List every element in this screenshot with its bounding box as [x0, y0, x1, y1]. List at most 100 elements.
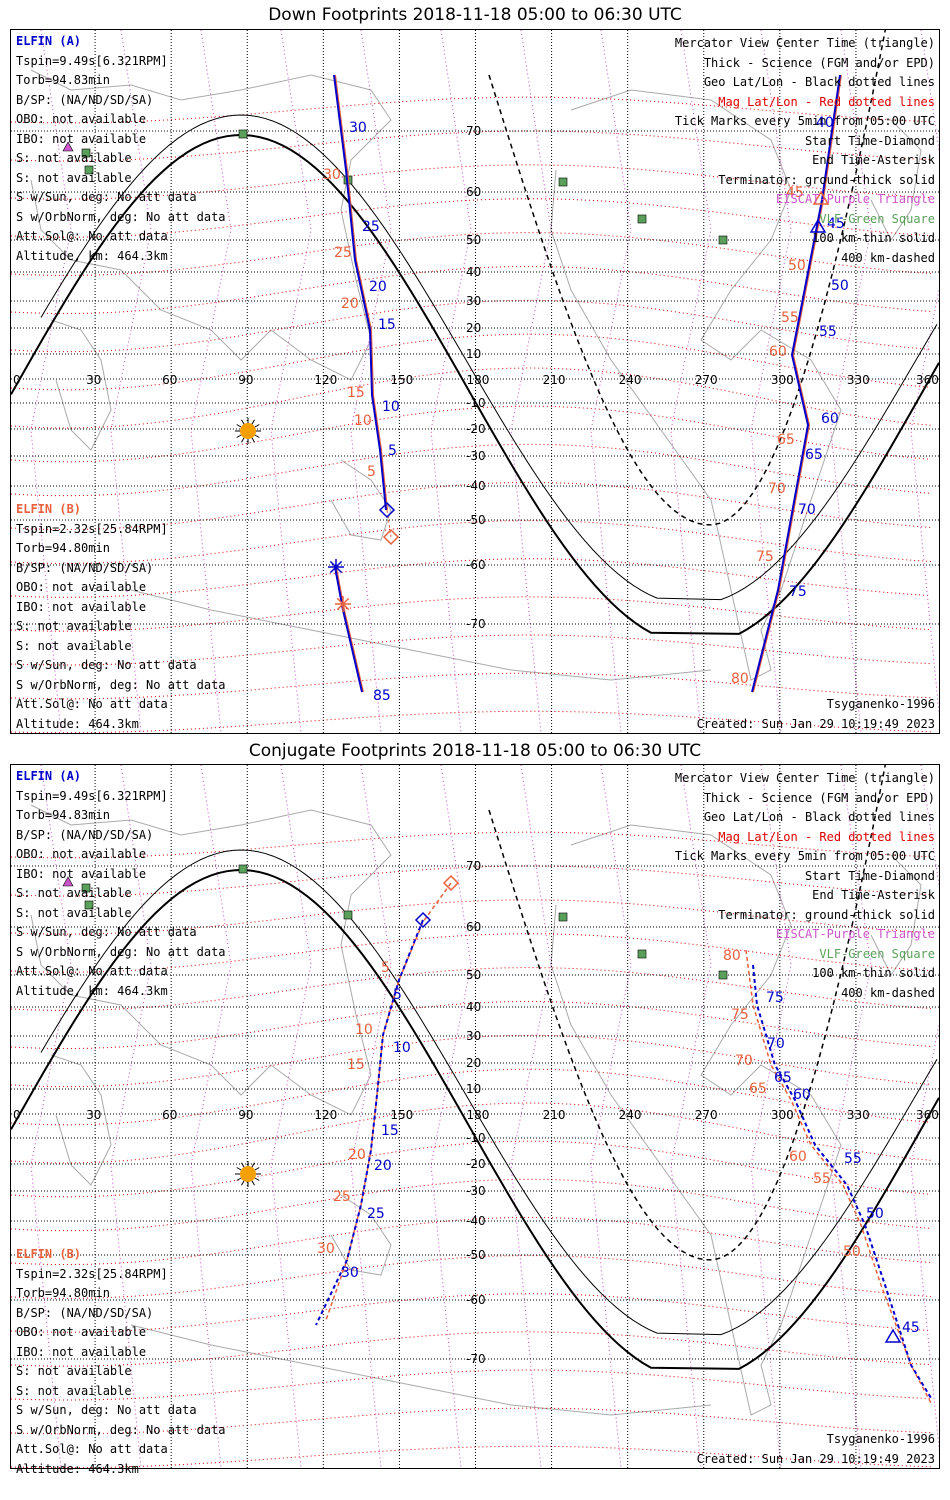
lon-tick-label: 0: [13, 1108, 21, 1122]
mag-lon-line: [830, 765, 872, 1468]
end-asterisk: [336, 597, 350, 611]
mag-lat-line: [11, 1102, 932, 1164]
info-line: S w/Sun, deg: No att data: [16, 925, 197, 939]
coastline: [330, 1194, 392, 1276]
mag-lat-line: [11, 634, 932, 666]
track-b-time-label: 15: [347, 385, 365, 401]
lat-tick-label: -70: [466, 1352, 486, 1366]
track-a-south: [334, 566, 363, 693]
lat-tick-label: 70: [466, 124, 481, 138]
vlf-station-square: [81, 148, 91, 158]
track-b-time-label: 60: [789, 1149, 807, 1165]
mag-lon-line: [190, 765, 232, 1468]
start-diamond-b: [382, 528, 400, 546]
elfin-a-info: ELFIN (A) Tspin=9.49s[6.321RPM] Torb=94.83…: [16, 32, 226, 266]
center-triangle-a: [809, 218, 827, 233]
track-a-time-label: 75: [789, 584, 807, 600]
lat-tick-label: -60: [466, 558, 486, 572]
vlf-station-square: [84, 165, 94, 175]
mag-lon-line: [510, 30, 552, 733]
lat-tick-label: -30: [466, 1184, 486, 1198]
lat-tick-label: 40: [466, 1000, 481, 1014]
mag-lon-line: [350, 765, 392, 1468]
legend-entry: Start Time-Diamond: [804, 133, 935, 148]
track-b-west: [325, 882, 452, 1321]
info-line: IBO: not available: [16, 131, 147, 146]
track-b-time-label: 75: [731, 1007, 749, 1023]
vlf-station-square: [637, 214, 647, 224]
model-name: Tsyganenko-1996: [826, 697, 935, 711]
legend-entry: Terminator: ground-thick solid: [718, 172, 935, 187]
track-b-time-label: 65: [777, 432, 795, 448]
lon-tick-label: 270: [695, 1108, 718, 1122]
spacecraft-name: ELFIN (B): [16, 502, 82, 516]
track-b-time-label: 60: [769, 344, 787, 360]
sun-ray: [236, 434, 243, 438]
map-panel-conjugate: 0 30 60 90 120 150 180 210 240 270 300 330 360 70 60 50…: [10, 764, 940, 1476]
lat-tick-label: 30: [466, 294, 481, 308]
mag-lon-line: [910, 30, 939, 718]
info-line: OBO: not available: [16, 112, 147, 126]
mag-lat-line: [11, 96, 932, 124]
legend-entry: Tick Marks every 5min from 05:00 UTC: [674, 849, 935, 863]
track-a-time-label: 30: [349, 120, 367, 136]
lon-tick-label: 120: [314, 1108, 337, 1122]
lat-tick-label: -30: [466, 449, 486, 463]
info-line: Altitude: 464.3km: [16, 716, 139, 731]
track-a-time-label: 50: [866, 1206, 884, 1222]
coastline: [130, 1324, 712, 1416]
mag-lon-line: [590, 30, 632, 733]
center-triangle-a: [884, 1328, 902, 1343]
mag-lat-line: [11, 333, 932, 391]
sun-ray: [253, 1167, 260, 1171]
info-line: S: not available: [16, 886, 132, 900]
info-line: S: not available: [16, 619, 132, 633]
coastline: [30, 804, 392, 1116]
lat-tick-label: 30: [466, 1029, 481, 1043]
legend-entry: Mag Lat/Lon - Red dotted lines: [718, 94, 935, 109]
track-a-time-label: 70: [798, 502, 816, 518]
lat-tick-label: 60: [466, 920, 481, 934]
info-line: S: not available: [16, 1364, 132, 1378]
lat-tick-label: 50: [466, 968, 481, 982]
eiscat-triangle: [62, 876, 74, 887]
lat-tick-label: 20: [466, 321, 481, 335]
panel-title-down: Down Footprints 2018-11-18 05:00 to 06:3…: [268, 5, 682, 25]
info-line: S: not available: [16, 638, 132, 653]
panel-title-conjugate: Conjugate Footprints 2018-11-18 05:00 to…: [248, 741, 702, 761]
legend-entry: 400 km-dashed: [841, 250, 935, 265]
track-b-time-label: 20: [348, 1147, 366, 1163]
mag-lon-line: [510, 765, 552, 1468]
lon-tick-label: 90: [238, 1108, 253, 1122]
lon-tick-label: 60: [162, 1108, 177, 1122]
lat-tick-label: 60: [466, 185, 481, 199]
info-line: S w/OrbNorm, deg: No att data: [16, 1422, 226, 1437]
legend-entry: Thick - Science (FGM and/or EPD): [703, 790, 935, 805]
mag-lat-line: [11, 1178, 932, 1232]
coastline: [870, 854, 922, 976]
coastline: [50, 1054, 112, 1186]
info-line: S: not available: [16, 151, 132, 165]
info-line: Tspin=2.32s[25.84RPM]: [16, 1266, 168, 1281]
info-line: Altitude, km: 464.3km: [16, 248, 168, 263]
terminator-100km: [40, 114, 938, 601]
lon-tick-label: 240: [619, 1108, 642, 1122]
coastline: [130, 589, 712, 681]
sun-ray: [253, 434, 260, 438]
legend-entry: 100 km-thin solid: [812, 231, 935, 245]
track-a-time-label: 60: [793, 1087, 811, 1103]
lon-tick-label: 30: [86, 373, 101, 387]
info-line: Att.Sol@: No att data: [16, 697, 168, 711]
map-legend: Mercator View Center Time (triangle) Thic…: [675, 34, 935, 268]
mag-lat-line: [11, 831, 932, 859]
lon-tick-label: 300: [771, 1108, 794, 1122]
vlf-station-square: [238, 129, 248, 139]
lon-tick-label: 330: [847, 1108, 870, 1122]
mag-lon-line: [110, 765, 152, 1468]
info-line: Att.Sol@: No att data: [16, 229, 168, 243]
track-b-time-label: 5: [367, 464, 376, 480]
lat-tick-label: -20: [466, 1157, 486, 1171]
legend-entry: Terminator: ground-thick solid: [718, 907, 935, 922]
legend-entry: EISCAT-Purple Triangle: [776, 192, 935, 206]
lat-tick-label: -40: [466, 1214, 486, 1228]
